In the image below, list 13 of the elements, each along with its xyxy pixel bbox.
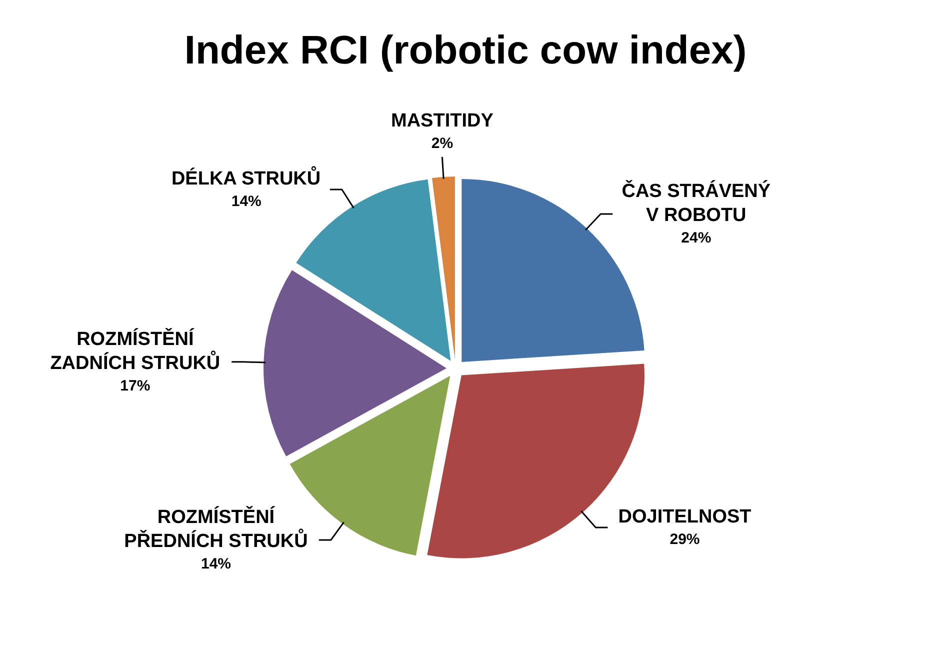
data-label: 14% (200, 556, 232, 573)
data-label: 2% (431, 134, 454, 152)
slice-label: DÉLKA STRUKŮ (171, 166, 321, 190)
slice-label: MASTITIDY (390, 110, 494, 132)
data-label: 14% (231, 193, 262, 210)
data-label: 29% (670, 531, 700, 548)
slice-label: ROZMÍSTĚNÍ PŘEDNÍCH STRUKŮ (124, 505, 308, 552)
data-label: 24% (681, 229, 712, 246)
slice-label: DOJITELNOST (618, 506, 752, 528)
slice-label: ČAS STRÁVENÝ V ROBOTU (622, 178, 771, 226)
slice-label: ROZMÍSTĚNÍ ZADNÍCH STRUKŮ (50, 326, 220, 374)
data-label: 17% (120, 377, 150, 394)
chart-title: Index RCI (robotic cow index) (184, 28, 747, 72)
